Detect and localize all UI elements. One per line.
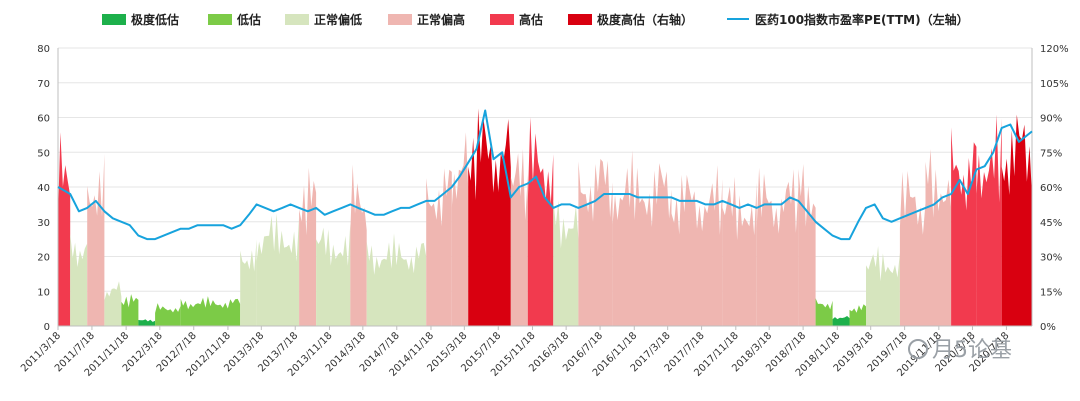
- y-right-tick-label: 45%: [1040, 218, 1062, 229]
- band-area-normal_high: [87, 153, 105, 326]
- left-axis-ticks: 0 10 20 30 40 50 60 70 80: [37, 44, 50, 333]
- band-area-normal_low: [240, 239, 257, 326]
- right-axis-ticks: 0% 15% 30% 45% 60% 75% 90% 105% 120%: [1040, 44, 1069, 333]
- legend-label-pe_line: 医药100指数市盈率PE(TTM)（左轴）: [755, 12, 969, 27]
- watermark-text: 月5论基: [932, 338, 1012, 363]
- y-left-tick-label: 70: [37, 79, 50, 90]
- band-area-normal_high: [426, 168, 452, 326]
- band-area-normal_high: [671, 165, 723, 326]
- legend-swatch-high: [490, 14, 514, 25]
- pe-series-line: [57, 109, 1033, 241]
- band-area-normal_high: [722, 176, 757, 326]
- band-area-extreme_low: [832, 316, 850, 326]
- watermark: 月5论基: [908, 338, 1012, 363]
- band-area-normal_low: [104, 281, 122, 326]
- band-area-normal_high: [925, 149, 952, 326]
- band-area-extreme_low: [138, 319, 156, 326]
- band-area-high: [976, 114, 1002, 326]
- y-right-tick-label: 90%: [1040, 114, 1062, 125]
- y-right-tick-label: 15%: [1040, 287, 1062, 298]
- band-area-normal_high: [350, 164, 367, 326]
- band-area-high: [58, 132, 71, 326]
- y-left-tick-label: 20: [37, 253, 50, 264]
- y-left-tick-label: 60: [37, 114, 50, 125]
- band-area-normal_high: [756, 167, 799, 326]
- legend-label-normal_low: 正常偏低: [314, 12, 362, 27]
- band-area-extreme_high: [468, 108, 511, 326]
- band-area-high: [527, 117, 554, 326]
- legend-label-high: 高估: [519, 12, 543, 27]
- band-area-normal_high: [612, 150, 672, 326]
- band-area-low: [849, 304, 866, 326]
- band-area-normal_high: [899, 170, 926, 326]
- y-left-tick-label: 30: [37, 218, 50, 229]
- legend-swatch-low: [208, 14, 232, 25]
- legend: 极度低估 低估 正常偏低 正常偏高 高估 极度高估（右轴） 医药100指数市盈率PE(TTM…: [102, 12, 969, 27]
- band-area-normal_low: [316, 223, 351, 326]
- band-area-low: [155, 303, 181, 326]
- band-area-low: [180, 296, 241, 326]
- band-area-normal_low: [553, 199, 579, 326]
- y-right-tick-label: 120%: [1040, 44, 1069, 55]
- y-right-tick-label: 60%: [1040, 183, 1062, 194]
- band-area-normal_high: [798, 164, 816, 326]
- band-area-normal_high: [578, 158, 613, 326]
- y-left-tick-label: 40: [37, 183, 50, 194]
- y-right-tick-label: 75%: [1040, 148, 1062, 159]
- y-right-tick-label: 0%: [1040, 322, 1056, 333]
- band-area-normal_low: [866, 246, 900, 326]
- pe-line-layer: [57, 109, 1033, 241]
- band-area-low: [815, 298, 833, 326]
- y-left-tick-label: 50: [37, 148, 50, 159]
- y-left-tick-label: 80: [37, 44, 50, 55]
- legend-label-extreme_high: 极度高估（右轴）: [597, 12, 693, 27]
- band-area-normal_low: [70, 233, 88, 326]
- band-area-high: [951, 127, 977, 327]
- legend-label-low: 低估: [236, 12, 261, 27]
- band-area-normal_low: [256, 213, 300, 326]
- y-left-tick-label: 10: [37, 287, 50, 298]
- band-area-normal_low: [366, 233, 427, 326]
- legend-label-extreme_low: 极度低估: [131, 12, 179, 27]
- legend-label-normal_high: 正常偏高: [417, 12, 465, 27]
- y-left-tick-label: 0: [44, 322, 50, 333]
- legend-swatch-extreme_low: [102, 14, 126, 25]
- y-right-tick-label: 105%: [1040, 79, 1069, 90]
- gridlines: [58, 47, 1032, 292]
- x-axis-ticks: 2011/3/182011/7/182011/11/182012/3/18201…: [19, 326, 1012, 379]
- band-area-extreme_high: [1001, 114, 1032, 326]
- legend-swatch-extreme_high: [568, 14, 592, 25]
- band-area-low: [121, 294, 139, 326]
- band-area-normal_high: [510, 149, 528, 326]
- y-right-tick-label: 30%: [1040, 253, 1062, 264]
- band-area-normal_high: [451, 132, 469, 326]
- legend-swatch-normal_low: [285, 14, 309, 25]
- legend-swatch-normal_high: [388, 14, 412, 25]
- band-area-normal_high: [299, 167, 317, 326]
- valuation-bands: [58, 108, 1032, 327]
- wechat-logo-icon: [908, 339, 928, 359]
